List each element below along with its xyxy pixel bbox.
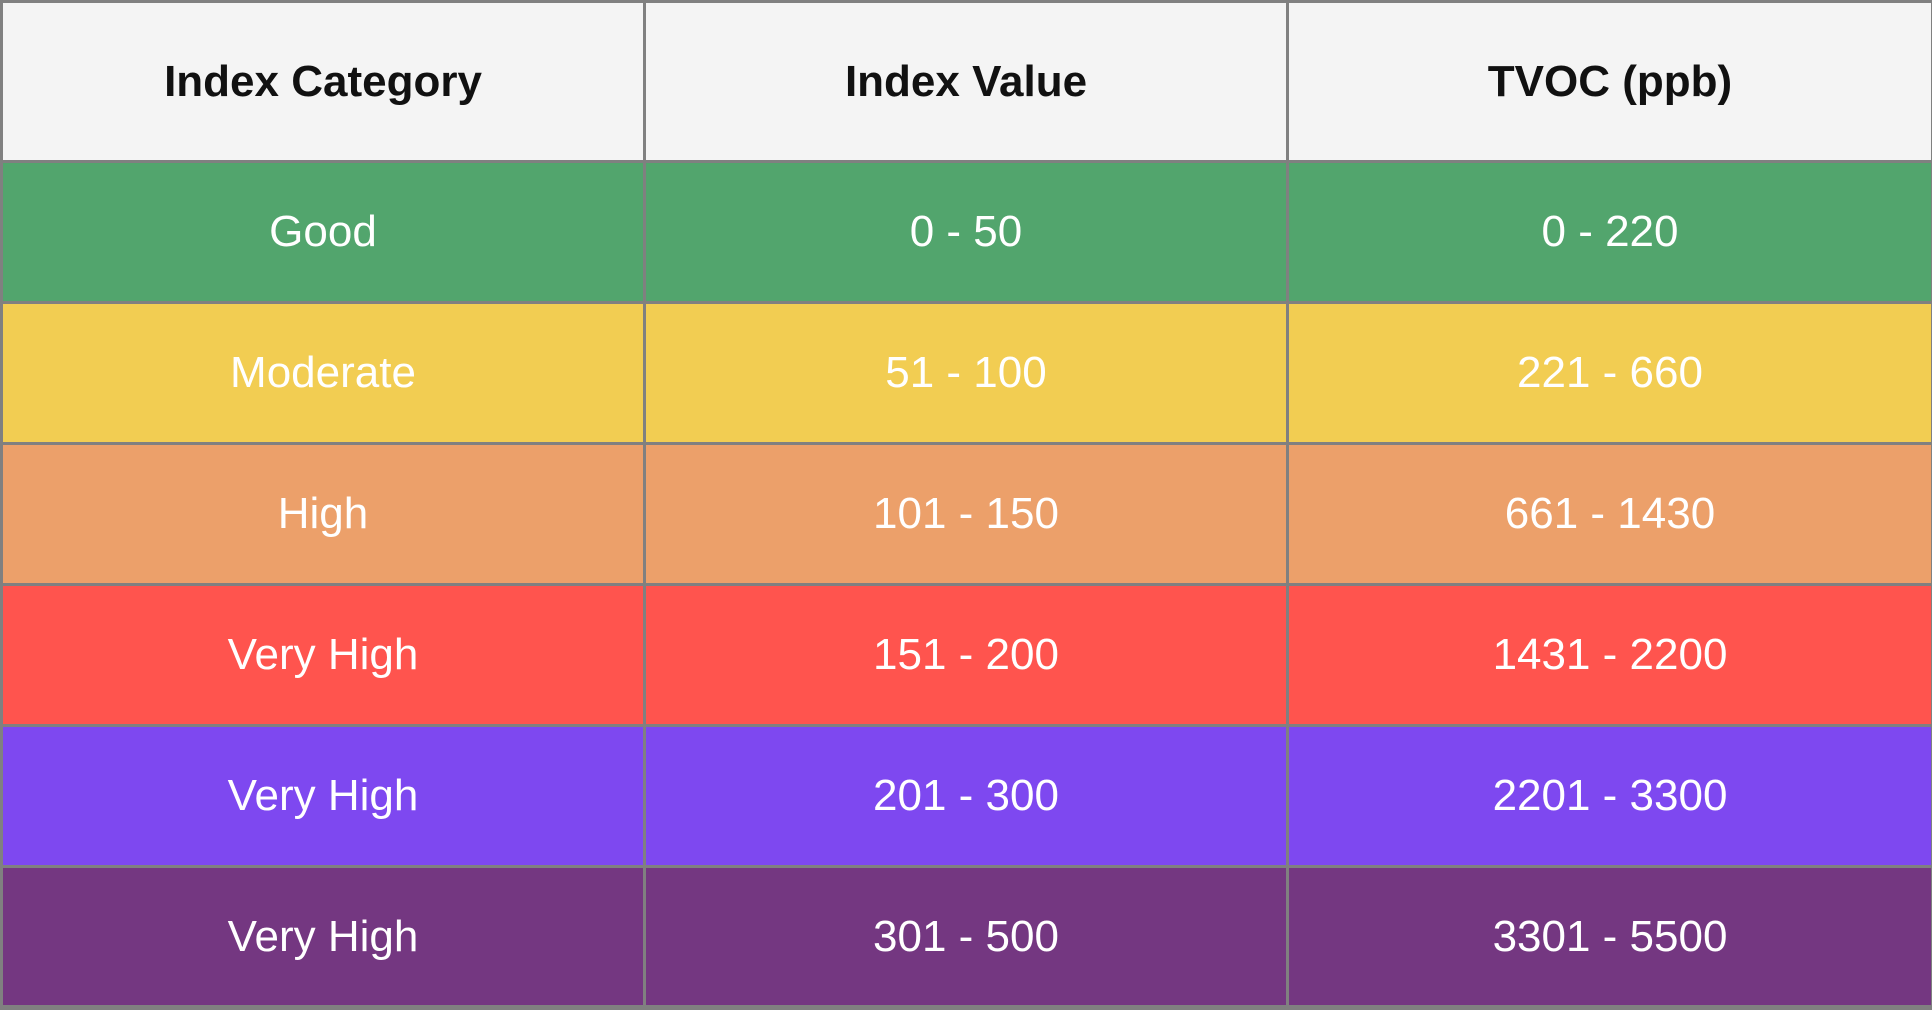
row-6-index-value: 301 - 500 xyxy=(646,868,1286,1005)
row-5-index-value: 201 - 300 xyxy=(646,727,1286,865)
row-4-category: Very High xyxy=(3,586,643,724)
row-6-category: Very High xyxy=(3,868,643,1005)
row-1-category: Good xyxy=(3,163,643,301)
table-grid: Index Category Index Value TVOC (ppb) Go… xyxy=(3,3,1931,1007)
row-2-tvoc: 221 - 660 xyxy=(1289,304,1931,442)
row-4-tvoc: 1431 - 2200 xyxy=(1289,586,1931,724)
row-3-category: High xyxy=(3,445,643,583)
row-1-index-value: 0 - 50 xyxy=(646,163,1286,301)
row-5-tvoc: 2201 - 3300 xyxy=(1289,727,1931,865)
header-tvoc: TVOC (ppb) xyxy=(1289,3,1931,160)
row-6-tvoc: 3301 - 5500 xyxy=(1289,868,1931,1005)
row-3-index-value: 101 - 150 xyxy=(646,445,1286,583)
row-5-category: Very High xyxy=(3,727,643,865)
row-3-tvoc: 661 - 1430 xyxy=(1289,445,1931,583)
row-1-tvoc: 0 - 220 xyxy=(1289,163,1931,301)
header-index-category: Index Category xyxy=(3,3,643,160)
row-2-category: Moderate xyxy=(3,304,643,442)
header-index-value: Index Value xyxy=(646,3,1286,160)
row-4-index-value: 151 - 200 xyxy=(646,586,1286,724)
row-2-index-value: 51 - 100 xyxy=(646,304,1286,442)
